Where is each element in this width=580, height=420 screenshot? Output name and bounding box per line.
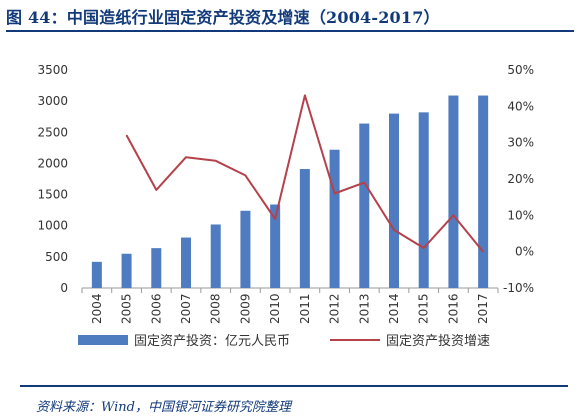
growth-point-2016 [452,214,455,216]
bar-2013 [359,123,370,289]
footer-divider [20,385,568,387]
legend-swatch-bar [78,335,128,345]
bar-2008 [210,224,221,288]
x-tick-label: 2010 [268,293,282,324]
growth-point-2006 [155,189,157,191]
x-tick-label: 2007 [179,293,193,324]
y-left-tick-label: 3000 [37,94,68,108]
bar-2012 [329,149,340,288]
bar-2015 [418,112,429,289]
x-tick-label: 2014 [387,293,401,324]
bar-2004 [91,261,102,288]
y-right-tick-label: 10% [507,208,534,222]
title-divider [6,30,574,32]
line-series [125,94,484,253]
growth-point-2017 [482,251,484,253]
bar-2017 [478,95,489,288]
legend-label-bar: 固定资产投资：亿元人民币 [134,333,290,349]
x-tick-label: 2006 [149,293,163,324]
bar-2006 [151,248,162,288]
growth-point-2008 [215,160,217,162]
growth-point-2010 [274,218,276,220]
x-tick-label: 2009 [238,293,252,324]
y-left-tick-label: 2500 [37,125,68,139]
y-right-tick-label: 20% [507,172,534,186]
figure-title: 图 44：中国造纸行业固定资产投资及增速（2004-2017） [6,8,440,27]
growth-point-2005 [125,134,128,136]
y-right-tick-label: 30% [507,136,534,150]
x-tick-label: 2008 [209,293,223,324]
bar-2014 [389,113,399,288]
source-note: 资料来源：Wind，中国银河证券研究院整理 [36,400,291,415]
x-tick-label: 2016 [446,293,460,324]
chart-legend: 固定资产投资：亿元人民币 固定资产投资增速 [78,333,490,349]
bar-2011 [299,169,310,288]
y-left-tick-label: 500 [45,250,68,264]
growth-point-2012 [333,192,336,195]
y-left-tick-label: 1500 [37,188,68,202]
y-right-tick-label: 40% [507,99,534,113]
bar-2016 [448,95,459,288]
y-left-tick-label: 1000 [37,219,68,233]
bar-2007 [181,237,191,288]
growth-point-2009 [244,174,247,176]
y-left-tick-label: 0 [60,281,68,295]
y-left-tick-label: 2000 [37,156,68,170]
legend-label-line: 固定资产投资增速 [386,333,490,349]
x-tick-label: 2005 [120,293,134,324]
chart-axes [81,287,499,293]
bar-2005 [121,253,132,288]
x-tick-label: 2015 [417,293,431,324]
growth-point-2011 [304,94,306,97]
x-tick-label: 2012 [328,293,342,324]
y-left-tick-label: 3500 [37,63,68,77]
growth-point-2014 [393,229,395,231]
x-tick-label: 2017 [476,293,490,324]
growth-point-2013 [363,182,365,184]
x-tick-label: 2004 [90,293,104,324]
y-right-tick-label: 50% [507,63,534,77]
growth-point-2015 [423,247,425,249]
tick-labels: 0 500 1000 1500 2000 2500 3000 3500 -10% 0% 10% 20%… [37,63,534,324]
growth-point-2007 [185,156,187,158]
x-tick-label: 2013 [357,293,371,324]
bar-series [91,95,489,289]
y-right-tick-label: -10% [503,281,534,295]
bar-2010 [270,204,281,288]
y-right-tick-label: 0% [515,245,534,259]
x-tick-label: 2011 [298,293,312,324]
bar-2009 [240,210,251,288]
